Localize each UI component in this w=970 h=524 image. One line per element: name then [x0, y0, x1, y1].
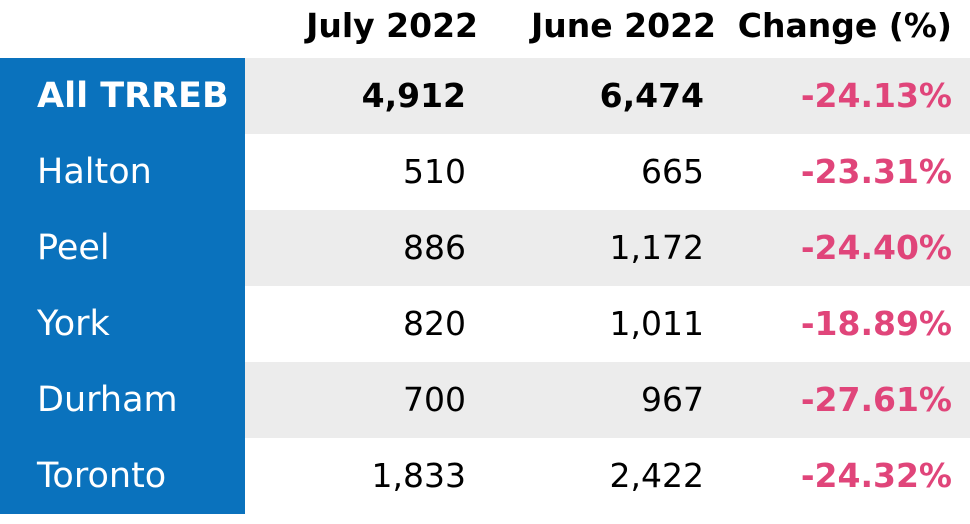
july-2022-value: 1,833 — [371, 456, 466, 495]
column-header-june-2022: June 2022 — [531, 6, 716, 45]
region-label: All TRREB — [0, 58, 245, 134]
june-2022-value: 2,422 — [609, 456, 704, 495]
row-background — [245, 362, 970, 438]
table-body: All TRREB 4,912 6,474 -24.13% Halton 510 665 -2… — [0, 58, 970, 514]
june-2022-value: 1,172 — [609, 228, 704, 267]
change-value: -24.32% — [800, 456, 952, 495]
table-row: Halton 510 665 -23.31% — [0, 134, 970, 210]
region-label: Toronto — [0, 438, 245, 514]
region-label: York — [0, 286, 245, 362]
table-row: Durham 700 967 -27.61% — [0, 362, 970, 438]
region-label: Halton — [0, 134, 245, 210]
change-value: -23.31% — [800, 152, 952, 191]
july-2022-value: 510 — [403, 152, 466, 191]
column-header-change: Change (%) — [737, 6, 952, 45]
table-row: Peel 886 1,172 -24.40% — [0, 210, 970, 286]
july-2022-value: 820 — [403, 304, 466, 343]
change-value: -24.13% — [800, 76, 952, 115]
table-row: York 820 1,011 -18.89% — [0, 286, 970, 362]
table-row: Toronto 1,833 2,422 -24.32% — [0, 438, 970, 514]
row-background — [245, 210, 970, 286]
july-2022-value: 700 — [403, 380, 466, 419]
change-value: -18.89% — [800, 304, 952, 343]
change-value: -27.61% — [800, 380, 952, 419]
july-2022-value: 886 — [403, 228, 466, 267]
june-2022-value: 967 — [641, 380, 704, 419]
july-2022-value: 4,912 — [361, 76, 466, 115]
row-background — [245, 58, 970, 134]
june-2022-value: 665 — [641, 152, 704, 191]
change-value: -24.40% — [800, 228, 952, 267]
june-2022-value: 1,011 — [609, 304, 704, 343]
table-row: All TRREB 4,912 6,474 -24.13% — [0, 58, 970, 134]
column-header-july-2022: July 2022 — [306, 6, 478, 45]
june-2022-value: 6,474 — [599, 76, 704, 115]
region-label: Durham — [0, 362, 245, 438]
table-header: July 2022 June 2022 Change (%) — [0, 0, 970, 58]
region-label: Peel — [0, 210, 245, 286]
